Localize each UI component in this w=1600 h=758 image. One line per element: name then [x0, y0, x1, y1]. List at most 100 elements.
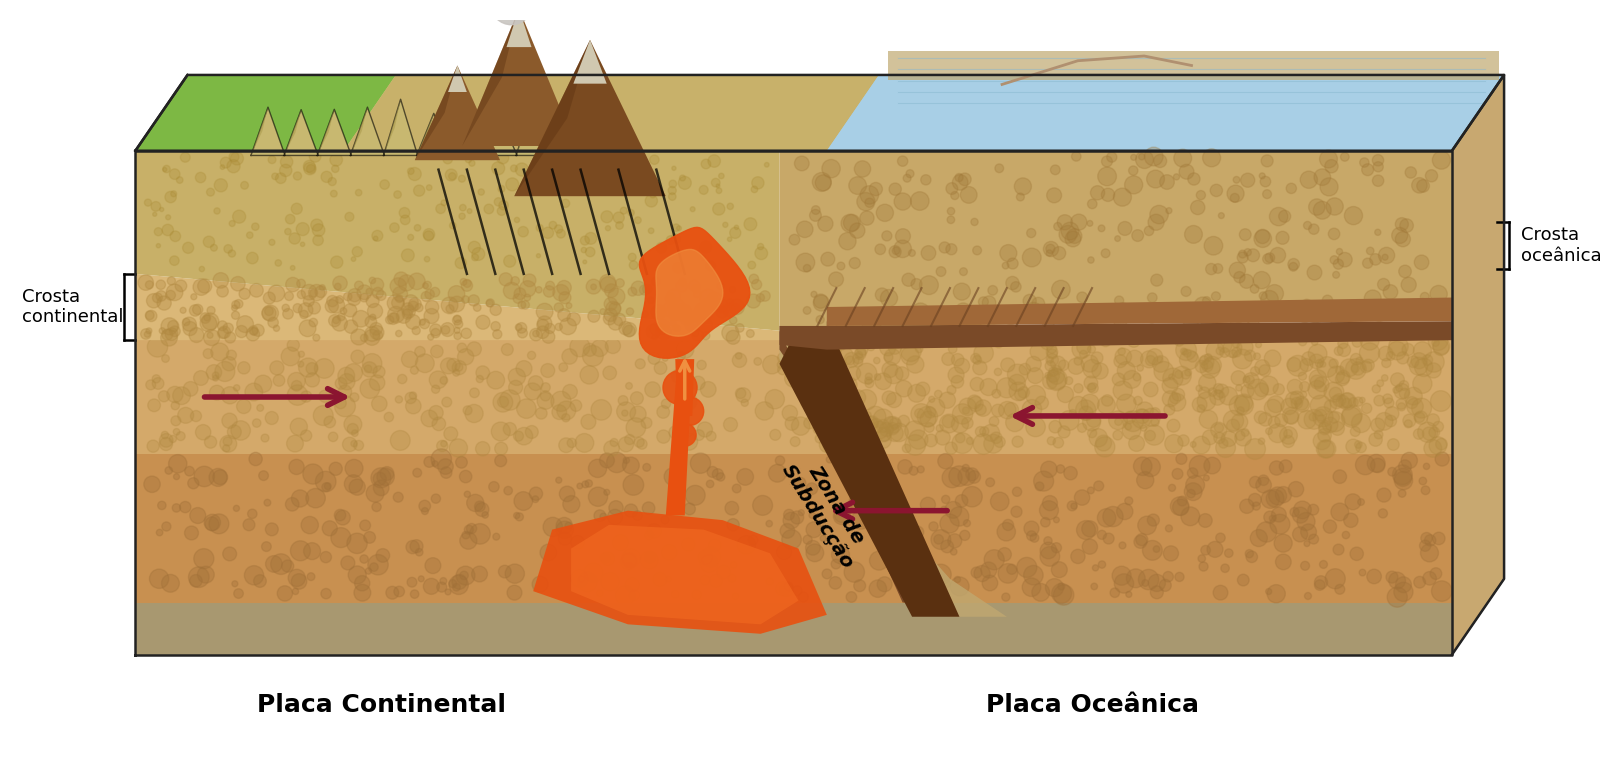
Circle shape: [677, 226, 682, 230]
Circle shape: [422, 283, 429, 289]
Circle shape: [541, 544, 557, 561]
Circle shape: [322, 483, 331, 491]
Circle shape: [1429, 437, 1446, 454]
Circle shape: [1189, 456, 1210, 476]
Circle shape: [1266, 284, 1283, 302]
Circle shape: [958, 173, 971, 186]
Circle shape: [285, 292, 293, 300]
Circle shape: [430, 324, 442, 336]
Circle shape: [616, 221, 624, 229]
Circle shape: [1333, 393, 1346, 406]
Circle shape: [304, 296, 314, 306]
Circle shape: [586, 279, 602, 294]
Circle shape: [398, 208, 410, 218]
Circle shape: [408, 168, 414, 174]
Circle shape: [285, 228, 291, 235]
Circle shape: [414, 346, 426, 357]
Circle shape: [1256, 229, 1270, 243]
Circle shape: [1014, 178, 1032, 195]
Circle shape: [693, 306, 709, 322]
Circle shape: [365, 568, 371, 574]
Circle shape: [1098, 167, 1117, 186]
Circle shape: [874, 357, 880, 364]
Circle shape: [1374, 229, 1381, 236]
Circle shape: [1206, 341, 1224, 359]
Circle shape: [346, 212, 354, 221]
Circle shape: [1392, 227, 1408, 243]
Circle shape: [1163, 368, 1182, 388]
Circle shape: [1077, 292, 1088, 302]
Circle shape: [690, 453, 710, 473]
Circle shape: [613, 534, 629, 551]
Circle shape: [1322, 295, 1333, 305]
Circle shape: [1341, 407, 1362, 428]
Circle shape: [237, 399, 251, 414]
Circle shape: [1378, 380, 1384, 387]
Circle shape: [464, 280, 472, 287]
Circle shape: [810, 413, 821, 423]
Circle shape: [1378, 346, 1394, 361]
Circle shape: [640, 285, 650, 295]
Circle shape: [818, 216, 834, 231]
Circle shape: [336, 510, 350, 525]
Circle shape: [853, 353, 864, 364]
Polygon shape: [517, 101, 550, 155]
Circle shape: [1202, 430, 1218, 445]
Circle shape: [680, 433, 698, 450]
Circle shape: [232, 210, 246, 223]
Circle shape: [1374, 431, 1382, 439]
Circle shape: [651, 334, 658, 340]
Circle shape: [691, 376, 706, 390]
Circle shape: [1003, 519, 1014, 531]
Circle shape: [842, 377, 858, 393]
Circle shape: [645, 382, 661, 397]
Circle shape: [1114, 431, 1123, 440]
Circle shape: [301, 242, 304, 246]
Circle shape: [370, 375, 386, 390]
Circle shape: [626, 418, 646, 437]
Circle shape: [1197, 405, 1205, 412]
Circle shape: [442, 326, 450, 334]
Circle shape: [1213, 585, 1227, 600]
Circle shape: [829, 577, 842, 589]
Circle shape: [950, 548, 957, 555]
Circle shape: [960, 531, 970, 540]
Circle shape: [806, 522, 822, 537]
Circle shape: [413, 185, 424, 196]
Circle shape: [947, 216, 955, 224]
Circle shape: [942, 352, 955, 365]
Circle shape: [622, 410, 627, 416]
Circle shape: [528, 188, 533, 193]
Circle shape: [1269, 208, 1288, 226]
Circle shape: [230, 277, 245, 291]
Circle shape: [830, 559, 842, 569]
Circle shape: [366, 295, 379, 308]
Circle shape: [573, 183, 581, 191]
Circle shape: [1418, 422, 1438, 443]
Circle shape: [189, 567, 210, 587]
Circle shape: [709, 575, 723, 587]
Polygon shape: [666, 364, 693, 515]
Circle shape: [250, 453, 262, 465]
Circle shape: [1216, 437, 1235, 457]
Circle shape: [1154, 546, 1160, 553]
Circle shape: [1339, 393, 1355, 410]
Circle shape: [795, 156, 810, 171]
Circle shape: [701, 255, 706, 261]
Circle shape: [941, 495, 950, 503]
Circle shape: [610, 501, 622, 515]
Circle shape: [1149, 575, 1165, 591]
Circle shape: [360, 293, 368, 302]
Circle shape: [1334, 584, 1344, 594]
Circle shape: [1387, 439, 1398, 450]
Circle shape: [1314, 407, 1333, 427]
Circle shape: [493, 393, 512, 412]
Polygon shape: [827, 75, 1504, 151]
Circle shape: [896, 367, 909, 381]
Circle shape: [1203, 149, 1221, 167]
Circle shape: [424, 231, 434, 241]
Circle shape: [1059, 360, 1069, 371]
Circle shape: [1400, 388, 1410, 399]
Circle shape: [1219, 387, 1237, 405]
Circle shape: [675, 397, 704, 425]
